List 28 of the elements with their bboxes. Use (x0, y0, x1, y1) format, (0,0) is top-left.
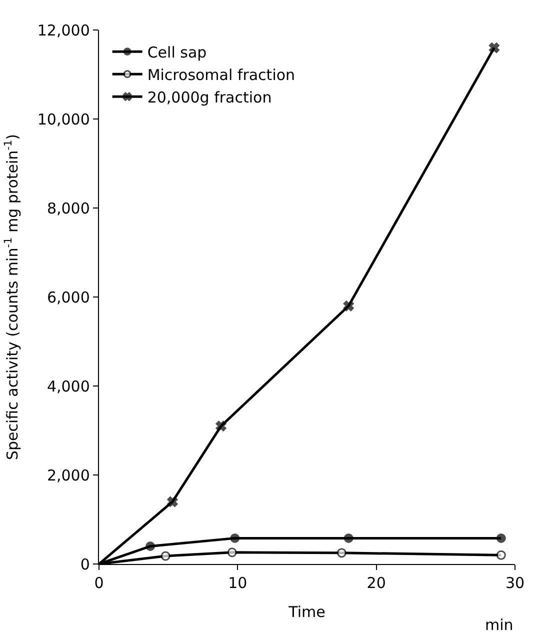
point (167, 496, 178, 507)
point (336, 548, 346, 558)
y-tick-label: 0 (80, 555, 90, 574)
y-tick-label: 6,000 (46, 288, 90, 306)
point (230, 533, 240, 543)
point (146, 541, 156, 551)
text: min (485, 616, 514, 634)
point (344, 533, 354, 543)
y-tick-label: 2,000 (46, 466, 90, 484)
x-axis-title: Time (288, 603, 326, 622)
point (343, 300, 354, 312)
x-tick-label: 10 (228, 574, 248, 592)
y-tick-label: 10,000 (37, 110, 90, 128)
point (496, 550, 506, 560)
legend-label: Cell sap (147, 43, 207, 62)
y-tick-label: 8,000 (46, 199, 90, 218)
legend-label: Microsomal fraction (147, 66, 296, 84)
point (488, 42, 500, 54)
legend-label: 20,000g fraction (147, 88, 272, 106)
x-tick-label: 0 (94, 574, 104, 592)
point (227, 548, 237, 558)
point (496, 533, 506, 543)
x-tick-label: 30 (505, 574, 525, 592)
y-tick-label: 4,000 (46, 377, 90, 396)
point (216, 420, 226, 432)
point (160, 551, 170, 561)
x-tick-label: 20 (366, 574, 386, 592)
y-tick-label: 12,000 (37, 21, 90, 40)
